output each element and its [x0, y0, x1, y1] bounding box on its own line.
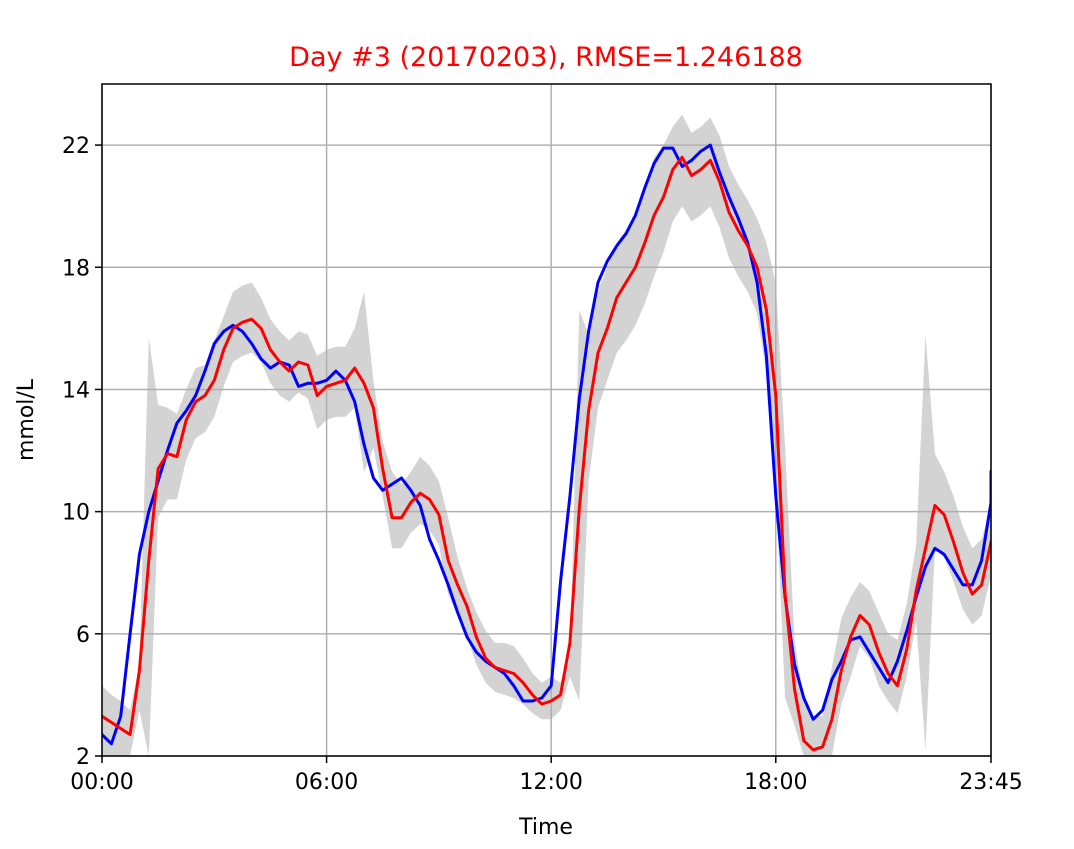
y-tick-label-0: 2: [76, 745, 90, 770]
chart-title: Day #3 (20170203), RMSE=1.246188: [289, 42, 803, 73]
y-tick-label-2: 10: [62, 501, 90, 526]
x-axis-label: Time: [518, 815, 573, 840]
y-tick-label-1: 6: [76, 623, 90, 648]
y-axis-ticks: 2 6 10 14 18 22: [62, 134, 102, 770]
x-tick-label-4: 23:45: [959, 770, 1022, 795]
series-line-1: [102, 155, 991, 752]
x-axis-ticks: 00:00 06:00 12:00 18:00 23:45: [70, 756, 1023, 795]
y-axis-label: mmol/L: [14, 378, 39, 461]
confidence-band-layer: [102, 114, 991, 756]
series-layer: [102, 143, 991, 752]
y-tick-label-3: 14: [62, 378, 90, 403]
y-tick-label-5: 22: [62, 134, 90, 159]
x-tick-label-3: 18:00: [744, 770, 807, 795]
x-tick-label-1: 06:00: [295, 770, 358, 795]
x-tick-label-0: 00:00: [70, 770, 133, 795]
confidence-band: [102, 114, 991, 756]
x-tick-label-2: 12:00: [519, 770, 582, 795]
y-tick-label-4: 18: [62, 256, 90, 281]
plot-frame: [101, 83, 992, 757]
grid-layer: [101, 84, 992, 757]
